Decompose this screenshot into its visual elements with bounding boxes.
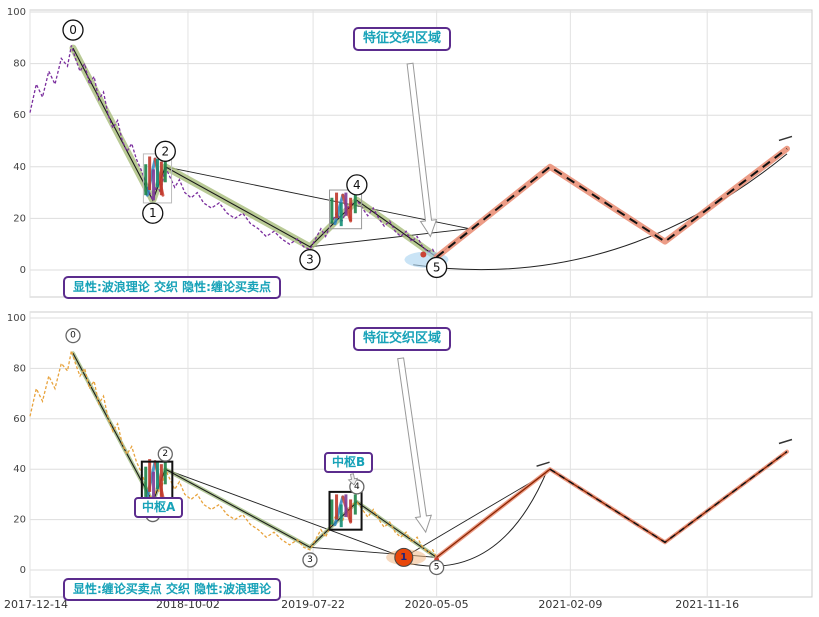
svg-text:4: 4 [354,482,360,492]
svg-text:5: 5 [433,260,441,274]
svg-text:3: 3 [307,555,313,565]
svg-text:2021-02-09: 2021-02-09 [538,598,602,611]
svg-text:0: 0 [69,23,77,37]
svg-text:1: 1 [400,552,407,563]
pivot-b-label: 中枢B [324,452,374,473]
svg-text:100: 100 [7,313,26,324]
svg-text:60: 60 [13,414,26,425]
svg-text:2: 2 [162,449,168,459]
feature-zone-annotation-bottom: 特征交织区域 [353,327,452,352]
legend-top: 显性:波浪理论 交织 隐性:缠论买卖点 [63,276,281,299]
feature-zone-annotation-top: 特征交织区域 [353,27,452,52]
svg-text:2019-07-22: 2019-07-22 [281,598,345,611]
svg-text:2017-12-14: 2017-12-14 [4,598,68,611]
svg-text:0: 0 [20,265,26,276]
svg-text:4: 4 [353,178,361,192]
svg-text:2021-11-16: 2021-11-16 [675,598,739,611]
svg-text:20: 20 [13,213,26,224]
svg-text:40: 40 [13,162,26,173]
svg-text:100: 100 [7,7,26,18]
svg-text:1: 1 [149,206,157,220]
svg-text:3: 3 [306,253,314,267]
svg-text:80: 80 [13,59,26,70]
legend-bottom: 显性:缠论买卖点 交织 隐性:波浪理论 [63,578,281,601]
svg-text:2018-10-02: 2018-10-02 [156,598,220,611]
pivot-a-label: 中枢A [134,497,184,518]
svg-text:2: 2 [161,144,169,158]
svg-text:0: 0 [70,331,76,341]
svg-text:5: 5 [434,562,440,572]
svg-text:20: 20 [13,515,26,526]
svg-text:0: 0 [20,565,26,576]
svg-text:80: 80 [13,363,26,374]
svg-text:2020-05-05: 2020-05-05 [405,598,469,611]
svg-text:40: 40 [13,464,26,475]
svg-text:60: 60 [13,110,26,121]
